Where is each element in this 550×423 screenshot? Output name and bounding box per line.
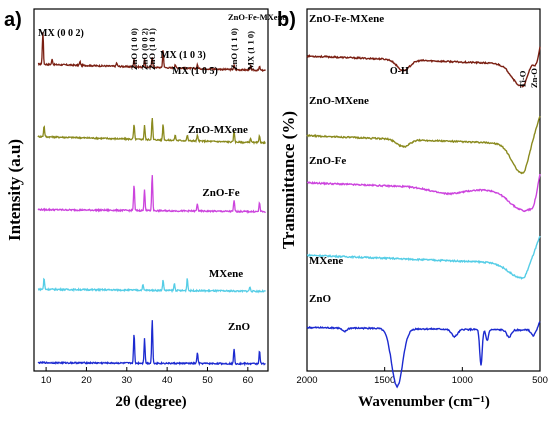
a-series-label: MXene bbox=[209, 268, 243, 280]
a-series-label: ZnO-MXene bbox=[188, 124, 248, 136]
b-series-line bbox=[306, 46, 541, 88]
panel-b-letter: b) bbox=[277, 9, 296, 31]
panel-b-xlabel: Wavenumber (cm⁻¹) bbox=[358, 394, 490, 410]
panel-b-ylabel: Transmittance (%) bbox=[279, 111, 298, 249]
a-annotation: ZnO (0 0 2) bbox=[140, 28, 150, 70]
b-annotation: Ti-O bbox=[518, 70, 528, 88]
b-series-line bbox=[307, 235, 541, 280]
a-series-line bbox=[37, 32, 266, 72]
a-series-label: ZnO-Fe bbox=[202, 187, 239, 199]
panel-b: b) Transmittance (%) Wavenumber (cm⁻¹) 2… bbox=[277, 8, 548, 410]
a-annotation: MX (1 0 3) bbox=[160, 50, 206, 61]
a-series-label: ZnO-Fe-MXene bbox=[228, 12, 286, 22]
a-xtick-label: 10 bbox=[41, 375, 52, 386]
b-series-label: ZnO-MXene bbox=[309, 95, 369, 107]
b-xtick-label: 500 bbox=[532, 375, 548, 386]
b-annotation: Zn-O bbox=[529, 68, 539, 88]
a-series-label: ZnO bbox=[228, 321, 250, 333]
panel-a-frame bbox=[33, 8, 269, 372]
a-series-line bbox=[37, 277, 266, 294]
b-xtick-label: 2000 bbox=[296, 375, 317, 386]
a-annotation: MX (0 0 2) bbox=[38, 28, 84, 39]
panel-b-frame bbox=[306, 8, 541, 372]
b-series-label: ZnO-Fe bbox=[309, 155, 346, 167]
a-annotation: ZnO (1 1 0) bbox=[229, 28, 239, 70]
a-xtick-label: 20 bbox=[81, 375, 92, 386]
b-annotation: O-H bbox=[390, 66, 409, 77]
a-series-line bbox=[37, 175, 266, 214]
panel-a: a) Intensity (a.u) 2θ (degree) 10 20 30 40 5… bbox=[4, 8, 286, 410]
b-series-line bbox=[306, 173, 541, 213]
a-series-line bbox=[37, 117, 266, 145]
b-xtick-label: 1000 bbox=[452, 375, 473, 386]
a-xtick-label: 60 bbox=[243, 375, 254, 386]
a-annotation: MX (1 0 5) bbox=[172, 66, 218, 77]
panel-a-letter: a) bbox=[4, 9, 22, 31]
panel-a-xlabel: 2θ (degree) bbox=[115, 394, 186, 410]
b-series-label: ZnO bbox=[309, 293, 331, 305]
a-xtick-label: 50 bbox=[202, 375, 213, 386]
a-series-line bbox=[37, 320, 266, 367]
b-series-line bbox=[306, 321, 541, 389]
a-xtick-label: 40 bbox=[162, 375, 173, 386]
panel-a-ylabel: Intensity (a.u) bbox=[5, 139, 24, 241]
b-series-line bbox=[306, 115, 541, 175]
a-annotation: ZnO (1 0 0) bbox=[129, 28, 139, 70]
b-series-label: MXene bbox=[309, 255, 343, 267]
a-annotation: ZnO (1 0 1) bbox=[147, 28, 157, 70]
a-xtick-label: 30 bbox=[122, 375, 133, 386]
b-series-label: ZnO-Fe-MXene bbox=[309, 13, 384, 25]
a-annotation: MX (1 1 0) bbox=[246, 31, 256, 70]
b-xtick-label: 1500 bbox=[374, 375, 395, 386]
